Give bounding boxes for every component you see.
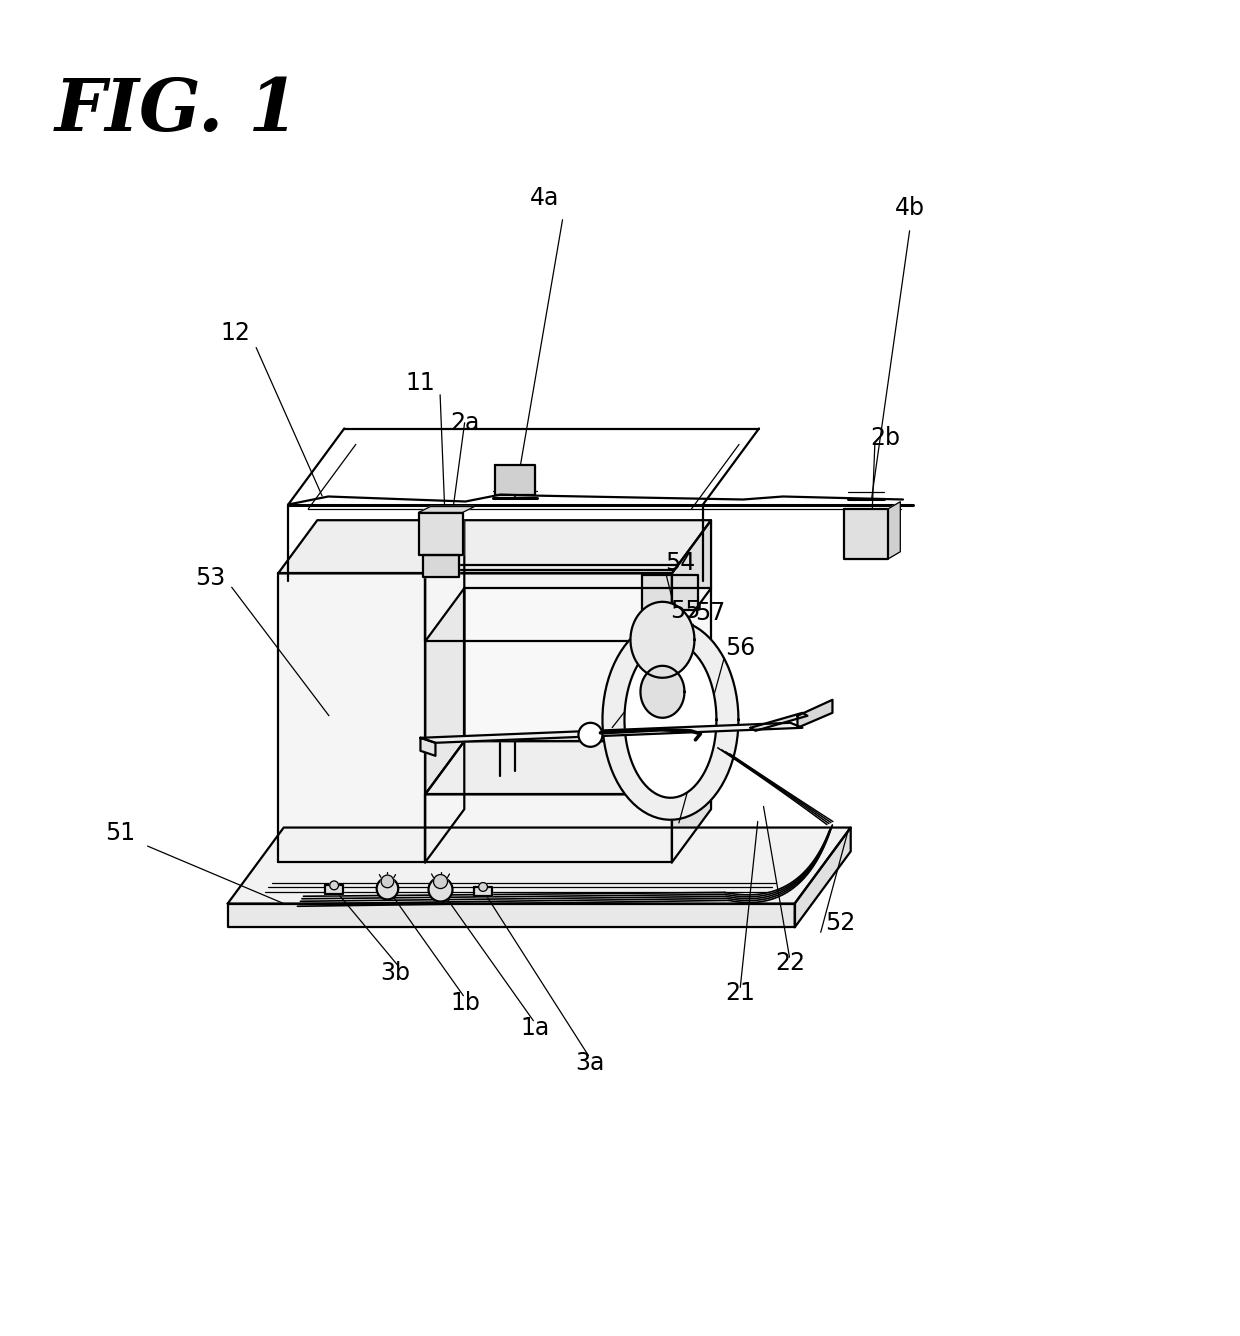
Text: 57: 57 (694, 601, 725, 625)
Text: 21: 21 (725, 981, 755, 1005)
Circle shape (479, 883, 487, 891)
Polygon shape (228, 903, 795, 927)
Text: FIG. 1: FIG. 1 (55, 75, 300, 146)
Text: 51: 51 (105, 822, 135, 844)
Polygon shape (672, 741, 711, 863)
Polygon shape (672, 520, 711, 641)
Text: 52: 52 (825, 911, 856, 935)
Circle shape (381, 875, 394, 887)
Polygon shape (425, 520, 464, 863)
Polygon shape (425, 573, 672, 641)
Circle shape (434, 875, 448, 888)
Text: 3a: 3a (575, 1051, 605, 1075)
Polygon shape (423, 554, 459, 577)
Polygon shape (625, 641, 717, 798)
Polygon shape (795, 827, 851, 927)
Polygon shape (425, 741, 711, 795)
Circle shape (578, 723, 603, 747)
Polygon shape (642, 574, 698, 609)
Text: 53: 53 (195, 566, 226, 591)
Text: 1b: 1b (450, 991, 480, 1015)
Polygon shape (278, 573, 425, 863)
Circle shape (377, 878, 398, 899)
Polygon shape (641, 665, 684, 717)
Text: 1a: 1a (521, 1015, 549, 1039)
Polygon shape (419, 513, 463, 554)
Polygon shape (325, 886, 343, 894)
Polygon shape (603, 620, 739, 820)
Polygon shape (425, 795, 672, 863)
Polygon shape (630, 601, 694, 677)
Polygon shape (425, 520, 711, 573)
Polygon shape (419, 506, 475, 513)
Text: 12: 12 (219, 321, 250, 345)
Polygon shape (888, 502, 900, 558)
Polygon shape (750, 713, 807, 731)
Text: 3b: 3b (379, 961, 410, 985)
Text: 2b: 2b (870, 426, 900, 450)
Text: 56: 56 (725, 636, 755, 660)
Polygon shape (228, 827, 851, 903)
Polygon shape (420, 737, 435, 756)
Text: 2a: 2a (450, 411, 480, 436)
Circle shape (330, 880, 339, 890)
Polygon shape (425, 588, 464, 795)
Text: 4a: 4a (531, 186, 559, 210)
Text: 55: 55 (670, 599, 701, 623)
Polygon shape (496, 465, 536, 494)
Polygon shape (797, 700, 832, 728)
Text: 22: 22 (775, 951, 805, 975)
Text: 11: 11 (405, 371, 435, 395)
Polygon shape (844, 509, 888, 558)
Circle shape (429, 878, 453, 902)
Text: 54: 54 (665, 550, 696, 574)
Polygon shape (464, 588, 711, 741)
Text: 4b: 4b (895, 196, 925, 220)
Polygon shape (420, 723, 802, 743)
Polygon shape (278, 520, 464, 573)
Polygon shape (474, 887, 492, 895)
